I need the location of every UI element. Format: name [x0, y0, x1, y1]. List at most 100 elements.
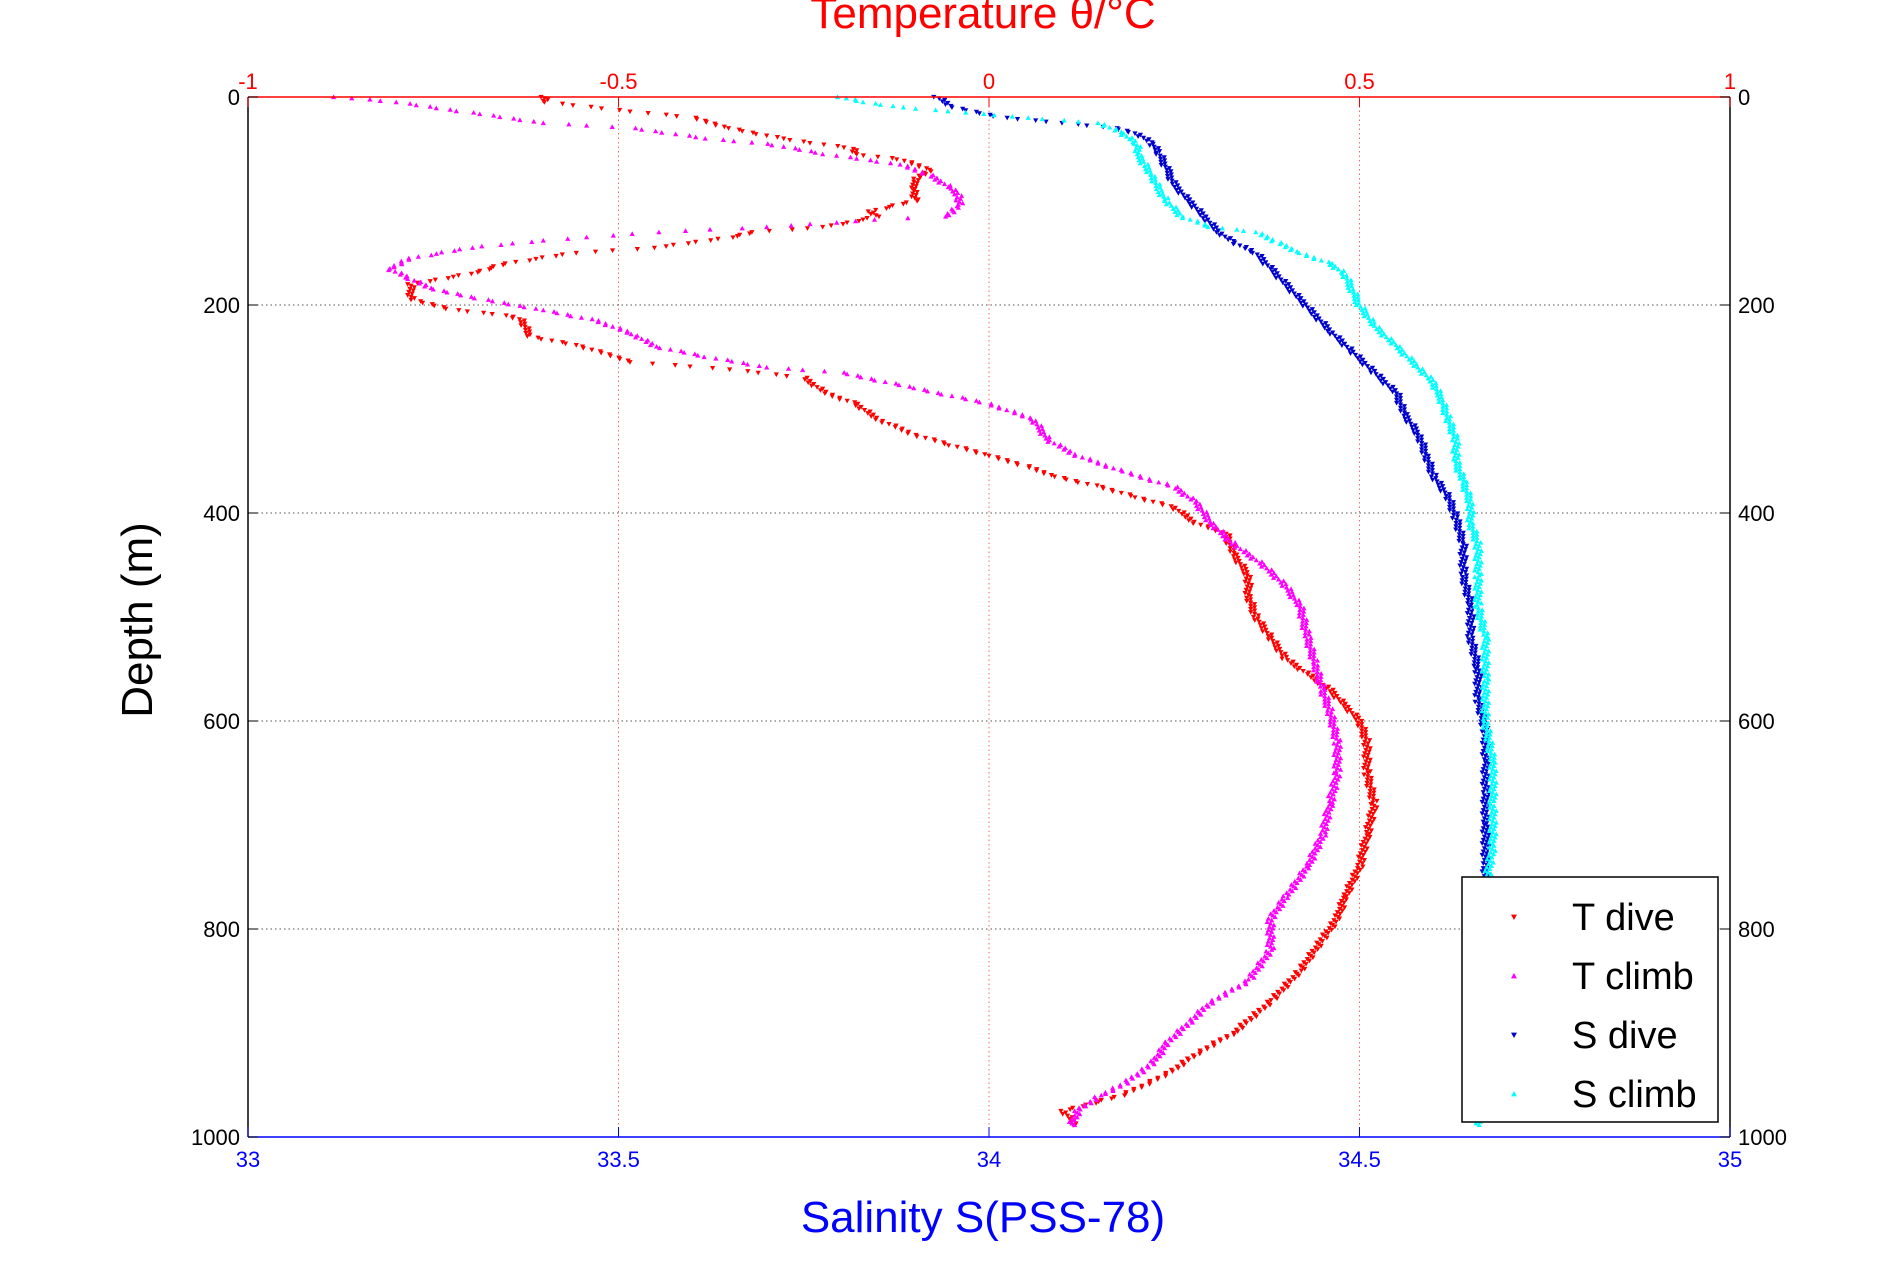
data-point: [923, 166, 930, 171]
data-point: [1397, 408, 1404, 414]
data-point: [1486, 853, 1492, 858]
data-point: [407, 101, 413, 106]
data-point: [1365, 774, 1371, 779]
data-point: [1253, 229, 1259, 235]
data-point: [1344, 884, 1350, 889]
data-point: [1327, 719, 1333, 725]
data-point: [1317, 683, 1324, 689]
data-point: [1359, 731, 1365, 737]
data-point: [867, 409, 873, 415]
data-point: [1355, 862, 1361, 868]
data-point: [1306, 865, 1312, 871]
data-point: [1191, 1054, 1197, 1060]
data-point: [1326, 684, 1332, 690]
data-point: [1334, 765, 1340, 771]
data-point: [1397, 405, 1404, 411]
data-point: [1168, 172, 1174, 178]
data-point: [1315, 837, 1321, 843]
data-point: [1289, 888, 1295, 894]
data-point: [1322, 696, 1328, 702]
data-point: [1482, 646, 1489, 652]
data-point: [1213, 225, 1220, 231]
data-point: [1468, 652, 1474, 657]
data-point: [663, 244, 669, 249]
data-point: [695, 352, 701, 358]
data-point: [1301, 605, 1307, 611]
data-point: [808, 148, 814, 154]
data-point: [1351, 296, 1357, 301]
data-point: [1454, 432, 1461, 438]
data-point: [1355, 291, 1361, 297]
data-point: [1260, 629, 1266, 634]
data-point: [1175, 191, 1181, 196]
data-point: [1430, 377, 1436, 382]
data-point: [656, 229, 662, 235]
data-point: [1125, 130, 1131, 135]
data-point: [1464, 495, 1470, 500]
data-point: [1295, 667, 1301, 673]
data-point: [1334, 785, 1340, 790]
data-point: [1165, 482, 1171, 488]
data-point: [1293, 294, 1299, 300]
data-point: [1303, 620, 1309, 626]
data-point: [411, 296, 417, 301]
data-point: [1360, 754, 1367, 760]
data-point: [399, 261, 405, 267]
data-point: [456, 308, 462, 313]
data-point: [1481, 638, 1487, 644]
data-point: [1486, 764, 1493, 770]
data-point: [1152, 147, 1158, 153]
data-point: [1346, 885, 1352, 891]
data-point: [553, 253, 559, 259]
data-point: [1265, 263, 1271, 269]
data-point: [1385, 337, 1392, 343]
data-point: [649, 361, 656, 367]
data-point: [889, 203, 896, 209]
data-point: [943, 214, 949, 219]
data-point: [1488, 761, 1494, 767]
data-point: [1450, 503, 1457, 508]
data-point: [1307, 852, 1313, 858]
data-point: [1322, 934, 1328, 939]
data-point: [1421, 458, 1428, 464]
data-point: [1300, 669, 1306, 674]
data-point: [1360, 765, 1367, 771]
data-point: [453, 108, 459, 114]
data-point: [1442, 490, 1448, 496]
data-point: [737, 232, 743, 238]
data-point: [1469, 609, 1475, 615]
data-point: [1307, 648, 1313, 653]
data-point: [787, 138, 793, 143]
data-point: [1004, 115, 1010, 121]
data-point: [1117, 1083, 1123, 1089]
data-point: [1476, 655, 1482, 661]
data-point: [1362, 825, 1369, 830]
data-point: [1194, 219, 1201, 225]
data-point: [1364, 756, 1370, 761]
data-point: [1488, 824, 1494, 830]
data-point: [1362, 762, 1368, 768]
data-point: [584, 123, 590, 128]
data-point: [1248, 606, 1254, 612]
data-point: [1026, 465, 1032, 471]
data-point: [1446, 498, 1453, 504]
data-point: [1323, 832, 1329, 838]
data-point: [1170, 507, 1176, 512]
data-point: [1401, 407, 1408, 412]
data-point: [900, 104, 907, 110]
x-axis-label: Salinity S(PSS-78): [801, 1193, 1165, 1242]
data-point: [1302, 630, 1308, 635]
data-point: [634, 247, 640, 252]
data-point: [1093, 1101, 1099, 1106]
data-point: [539, 255, 545, 261]
data-point: [1364, 780, 1370, 786]
data-point: [821, 368, 828, 374]
data-point: [1228, 541, 1234, 547]
data-point: [1332, 775, 1338, 781]
data-point: [1401, 404, 1408, 409]
data-point: [1480, 693, 1486, 699]
data-point: [1370, 811, 1376, 817]
data-point: [1176, 508, 1182, 514]
data-point: [755, 370, 761, 376]
data-point: [1311, 314, 1317, 320]
